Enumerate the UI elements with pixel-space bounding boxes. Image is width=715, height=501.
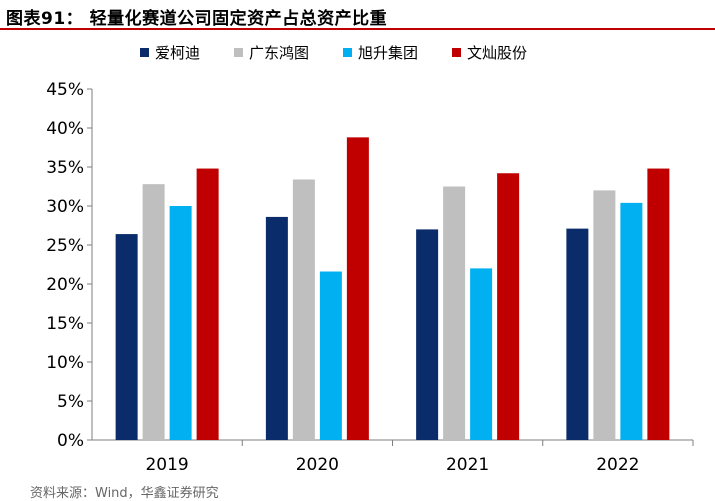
legend-swatch bbox=[234, 47, 244, 57]
legend-item: 爱柯迪 bbox=[140, 42, 200, 63]
y-tick-label: 20% bbox=[46, 275, 84, 295]
bar-文灿股份-2019 bbox=[196, 168, 219, 440]
bar-广东鸿图-2020 bbox=[292, 179, 315, 441]
y-tick-label: 30% bbox=[46, 197, 84, 217]
chart-legend: 爱柯迪 广东鸿图 旭升集团 文灿股份 bbox=[140, 40, 527, 64]
legend-label: 文灿股份 bbox=[467, 43, 528, 62]
x-tick-label: 2020 bbox=[296, 455, 339, 475]
legend-item: 广东鸿图 bbox=[234, 42, 309, 63]
y-tick-label: 35% bbox=[46, 158, 84, 178]
bar-文灿股份-2021 bbox=[497, 173, 520, 441]
bar-旭升集团-2019 bbox=[169, 206, 192, 440]
x-tick-label: 2022 bbox=[596, 455, 639, 475]
legend-label: 爱柯迪 bbox=[155, 43, 201, 62]
legend-item: 旭升集团 bbox=[343, 42, 418, 63]
y-tick-label: 5% bbox=[57, 392, 84, 412]
bar-旭升集团-2022 bbox=[620, 202, 643, 440]
bar-旭升集团-2021 bbox=[470, 268, 493, 440]
figure-title-bar: 图表91： 轻量化赛道公司固定资产占总资产比重 bbox=[0, 0, 715, 30]
legend-item: 文灿股份 bbox=[452, 42, 527, 63]
y-tick-label: 15% bbox=[46, 314, 84, 334]
legend-swatch bbox=[343, 47, 353, 57]
bar-爱柯迪-2021 bbox=[416, 229, 439, 440]
bar-广东鸿图-2021 bbox=[443, 186, 466, 440]
bar-爱柯迪-2020 bbox=[265, 216, 288, 440]
bar-旭升集团-2020 bbox=[319, 271, 342, 440]
bar-广东鸿图-2022 bbox=[593, 190, 616, 440]
source-note: 资料来源：Wind，华鑫证券研究 bbox=[30, 486, 219, 501]
bar-爱柯迪-2019 bbox=[115, 234, 138, 440]
bar-爱柯迪-2022 bbox=[566, 228, 589, 440]
legend-label: 旭升集团 bbox=[358, 43, 419, 62]
y-tick-label: 45% bbox=[46, 80, 84, 100]
figure-title: 图表91： 轻量化赛道公司固定资产占总资产比重 bbox=[6, 9, 388, 29]
legend-swatch bbox=[140, 47, 149, 57]
bar-广东鸿图-2019 bbox=[142, 184, 165, 440]
bar-文灿股份-2022 bbox=[647, 168, 670, 440]
legend-label: 广东鸿图 bbox=[249, 43, 310, 62]
legend-swatch bbox=[452, 47, 462, 57]
y-tick-label: 0% bbox=[57, 431, 84, 451]
y-tick-label: 40% bbox=[46, 119, 84, 139]
x-tick-label: 2021 bbox=[446, 455, 489, 475]
bar-文灿股份-2020 bbox=[346, 137, 369, 441]
y-tick-label: 25% bbox=[46, 236, 84, 256]
y-tick-label: 10% bbox=[46, 353, 84, 373]
x-tick-label: 2019 bbox=[145, 455, 188, 475]
